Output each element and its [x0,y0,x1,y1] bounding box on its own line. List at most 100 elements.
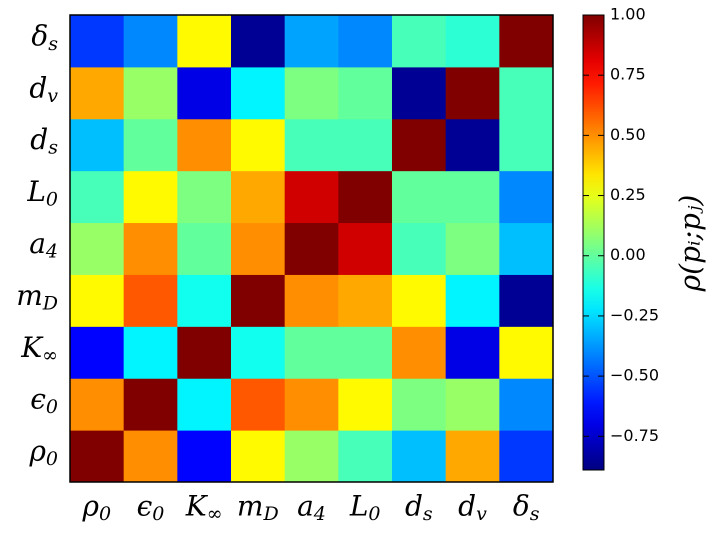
heatmap-cell [499,170,554,224]
axis-label: δs [31,19,58,55]
heatmap-cell [338,15,393,68]
heatmap-cell [392,274,447,327]
heatmap-cell [284,378,339,431]
heatmap-cell [123,274,178,327]
heatmap-cell [123,222,178,275]
heatmap-cell [284,118,339,172]
heatmap-cell [70,378,125,431]
heatmap-cell [231,326,286,379]
heatmap-cell [70,222,125,275]
axis-label: L0 [349,490,381,526]
axis-label: a4 [297,490,326,526]
colorbar-tick-label: 0.50 [610,125,646,144]
heatmap-cell [284,430,339,483]
heatmap-cell [70,274,125,327]
colorbar-tick-label: 1.00 [610,5,646,24]
heatmap-cell [123,118,178,172]
heatmap-cell [70,15,125,68]
heatmap-cell [123,66,178,120]
colorbar-tick-label: 0.75 [610,65,646,84]
heatmap-cell [392,222,447,275]
colorbar-tick-label: −0.50 [610,366,659,385]
heatmap-cell [284,222,339,275]
axis-label: mD [237,490,279,526]
heatmap-cell [338,274,393,327]
heatmap-cell [445,118,500,172]
heatmap-cell [123,430,178,483]
heatmap-cell [70,170,125,224]
heatmap [70,15,554,483]
heatmap-cell [499,222,554,275]
axis-label: mD [16,279,58,315]
heatmap-cell [499,326,554,379]
heatmap-cell [70,66,125,120]
heatmap-cell [231,274,286,327]
heatmap-cell [338,430,393,483]
axis-label: dv [458,490,487,526]
heatmap-cell [392,170,447,224]
heatmap-cell [499,378,554,431]
heatmap-cell [445,222,500,275]
heatmap-cell [499,274,554,327]
heatmap-cell [177,378,232,431]
axis-label: ds [405,490,433,526]
heatmap-cell [392,430,447,483]
heatmap-cell [70,326,125,379]
heatmap-cell [392,118,447,172]
heatmap-cell [123,170,178,224]
heatmap-cell [445,326,500,379]
heatmap-cell [445,378,500,431]
heatmap-cell [499,15,554,68]
heatmap-cell [392,15,447,68]
heatmap-cell [231,378,286,431]
heatmap-cell [123,378,178,431]
heatmap-cell [231,170,286,224]
axis-label: ρ0 [82,490,112,526]
axis-label: ϵ0 [30,383,58,419]
axis-label: δs [513,490,540,526]
heatmap-cell [392,326,447,379]
heatmap-cell [338,118,393,172]
heatmap-cell [177,170,232,224]
heatmap-cell [445,430,500,483]
heatmap-cell [284,274,339,327]
heatmap-cell [70,118,125,172]
heatmap-cell [177,274,232,327]
heatmap-cell [284,170,339,224]
heatmap-cell [445,274,500,327]
axis-label: dv [29,71,58,107]
heatmap-cell [177,326,232,379]
axis-label: K∞ [185,490,223,526]
heatmap-cell [392,378,447,431]
heatmap-cell [499,118,554,172]
heatmap-cell [445,66,500,120]
heatmap-cell [499,430,554,483]
heatmap-cell [177,430,232,483]
heatmap-cell [445,170,500,224]
colorbar [582,14,605,471]
plot-frame [69,14,554,483]
heatmap-cell [231,15,286,68]
heatmap-cell [338,326,393,379]
heatmap-cell [231,222,286,275]
heatmap-cell [284,66,339,120]
heatmap-cell [338,378,393,431]
heatmap-cell [70,430,125,483]
heatmap-cell [177,222,232,275]
heatmap-cell [284,15,339,68]
axis-label: ρ0 [28,435,58,471]
colorbar-tick-label: 0.00 [610,245,646,264]
heatmap-cell [445,15,500,68]
colorbar-tick-label: 0.25 [610,185,646,204]
axis-label: ϵ0 [137,490,165,526]
colorbar-tick-label: −0.25 [610,305,659,324]
heatmap-cell [177,15,232,68]
heatmap-cell [231,66,286,120]
heatmap-cell [338,222,393,275]
heatmap-cell [231,118,286,172]
axis-label: a4 [29,227,58,263]
heatmap-cell [392,66,447,120]
heatmap-cell [123,15,178,68]
heatmap-cell [177,66,232,120]
